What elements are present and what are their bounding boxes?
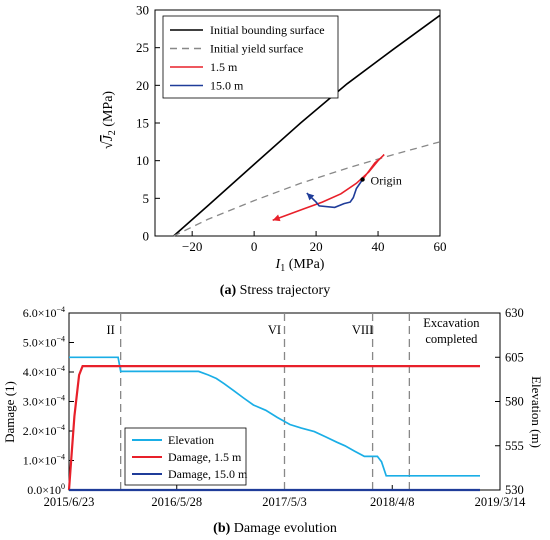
y2-tick-label-b: 530	[505, 483, 524, 497]
x-tick-label-b: 2018/4/8	[370, 495, 414, 509]
caption-b-text: Damage evolution	[230, 521, 337, 536]
y-tick-label-b: 6.0×10−4	[23, 305, 65, 320]
legend-label-b: Damage, 15.0 m	[168, 467, 248, 481]
series-line-initial-yield-surface	[173, 141, 441, 237]
y-tick-label-a: 15	[136, 116, 149, 131]
x-tick-label-a: 40	[372, 239, 385, 254]
phase-label-0: II	[106, 323, 114, 337]
y-tick-label-a: 25	[136, 40, 149, 55]
y-tick-label-b: 5.0×10−4	[23, 335, 65, 350]
y-tick-label-b: 1.0×10−4	[23, 453, 65, 468]
series-layer-b	[67, 356, 480, 492]
arrowhead-2	[272, 214, 281, 222]
legend-label-a: 15.0 m	[210, 79, 244, 93]
x-tick-label-a: −20	[182, 239, 202, 254]
svg-text:Damage (1): Damage (1)	[2, 381, 17, 443]
phase-label-3-1: completed	[425, 332, 478, 346]
legend-label-a: Initial bounding surface	[210, 23, 325, 37]
y-tick-label-b: 0.0×100	[27, 482, 65, 497]
x-tick-label-a: 0	[251, 239, 258, 254]
phase-markers: II VI VIII Excavation completed	[106, 313, 480, 490]
legend-a: Initial bounding surface Initial yield su…	[162, 15, 339, 99]
y-axis-label-a: √J2 (MPa)	[101, 91, 118, 150]
y2-tick-label-b: 605	[505, 350, 524, 364]
caption-a-text: Stress trajectory	[236, 283, 330, 298]
y-tick-label-a: 5	[143, 191, 150, 206]
legend-b: Elevation Damage, 1.5 m Damage, 15.0 m	[124, 427, 248, 486]
x-tick-label-a: 60	[434, 239, 447, 254]
x-tick-label-b: 2015/6/23	[44, 495, 95, 509]
svg-text:√J2 (MPa): √J2 (MPa)	[101, 91, 118, 150]
x-axis-label-a: I1 (MPa)	[275, 257, 325, 274]
y-tick-label-a: 0	[143, 229, 150, 244]
x-tick-label-a: 20	[310, 239, 323, 254]
y2-tick-label-b: 555	[505, 439, 524, 453]
y-tick-label-a: 10	[136, 153, 149, 168]
series-line-damage-1-5-m	[67, 364, 480, 491]
y2-tick-label-b: 580	[505, 395, 524, 409]
x-tick-label-b: 2017/5/3	[262, 495, 306, 509]
series-line-elevation	[69, 356, 480, 477]
origin-label: Origin	[371, 174, 402, 188]
y-tick-label-b: 3.0×10−4	[23, 394, 65, 409]
caption-a-label: (a)	[220, 283, 237, 298]
series-layer-a	[173, 14, 441, 237]
stress-trajectory-chart: −20 0 20 40 60 0 5 10 15 20 25 30 Initial bounding …	[101, 3, 447, 299]
phase-label-2: VIII	[352, 323, 374, 337]
y-tick-label-b: 2.0×10−4	[23, 423, 65, 438]
x-tick-label-b: 2019/3/14	[475, 495, 526, 509]
axes-b: 2015/6/23 2016/5/28 2017/5/3 2018/4/8 2019/3…	[23, 305, 526, 509]
axes-a: −20 0 20 40 60 0 5 10 15 20 25 30	[136, 3, 447, 255]
phase-label-3-0: Excavation	[423, 316, 480, 330]
y-tick-label-b: 4.0×10−4	[23, 364, 65, 379]
legend-box-a	[162, 15, 339, 99]
arrowhead-3	[306, 193, 315, 201]
series-line-initial-bounding-surface	[173, 14, 441, 237]
caption-b-label: (b)	[213, 521, 230, 536]
y-tick-label-a: 20	[136, 78, 149, 93]
legend-label-b: Damage, 1.5 m	[168, 450, 242, 464]
y2-tick-label-b: 630	[505, 306, 524, 320]
origin-point	[360, 177, 365, 182]
damage-evolution-chart: 2015/6/23 2016/5/28 2017/5/3 2018/4/8 2019/3…	[2, 305, 544, 536]
y-tick-label-a: 30	[136, 3, 149, 18]
legend-label-b: Elevation	[168, 433, 214, 447]
annotation-a: Origin	[360, 174, 402, 188]
series-line-15-0-m	[306, 179, 364, 209]
series-line-1-5-m	[272, 154, 385, 221]
phase-label-1: VI	[268, 323, 281, 337]
x-tick-label-b: 2016/5/28	[151, 495, 202, 509]
svg-text:Elevation (m): Elevation (m)	[529, 376, 544, 448]
y2-axis-label-b: Elevation (m)	[529, 376, 544, 448]
caption-a: (a) Stress trajectory	[220, 283, 330, 298]
caption-b: (b) Damage evolution	[213, 521, 337, 536]
legend-label-a: Initial yield surface	[210, 42, 303, 56]
legend-label-a: 1.5 m	[210, 60, 238, 74]
y-axis-label-b: Damage (1)	[2, 381, 17, 443]
